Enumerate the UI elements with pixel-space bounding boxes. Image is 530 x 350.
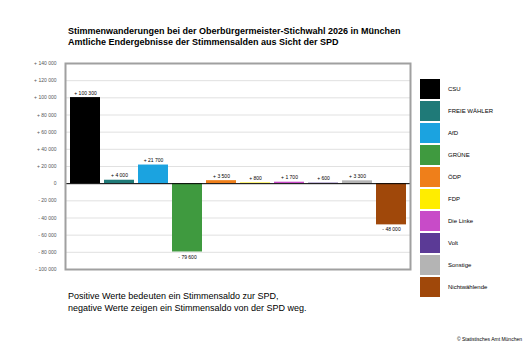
svg-text:- 100 000: - 100 000 <box>35 266 56 272</box>
html-text:Volt: Volt <box>448 240 458 246</box>
html-text:GRÜNE: GRÜNE <box>448 152 470 158</box>
svg-text:+ 140 000: + 140 000 <box>34 60 57 66</box>
svg-text:+ 100 300: + 100 300 <box>74 90 97 96</box>
svg-text:- 60 000: - 60 000 <box>38 232 57 238</box>
svg-text:0: 0 <box>54 180 57 186</box>
svg-text:+ 80 000: + 80 000 <box>37 112 57 118</box>
svg-text:+ 100 000: + 100 000 <box>34 94 57 100</box>
html-text:FDP: FDP <box>448 196 460 202</box>
svg-text:- 20 000: - 20 000 <box>38 197 57 203</box>
html-text:Positive Werte bedeuten ein St: Positive Werte bedeuten ein Stimmensaldo… <box>68 291 279 301</box>
svg-text:- 40 000: - 40 000 <box>38 215 57 221</box>
html-text:Amtliche Endergebnisse der Sti: Amtliche Endergebnisse der Stimmensalden… <box>68 37 339 47</box>
html-text:AfD: AfD <box>448 130 458 136</box>
html-text:Die Linke: Die Linke <box>448 218 473 224</box>
html-text:© Statistisches Amt München: © Statistisches Amt München <box>456 336 522 342</box>
svg-text:+ 60 000: + 60 000 <box>37 129 57 135</box>
svg-text:- 48 000: - 48 000 <box>382 226 401 232</box>
html-text:Sonstige: Sonstige <box>448 262 472 268</box>
svg-text:+ 20 000: + 20 000 <box>37 163 57 169</box>
html-text:FREIE WÄHLER: FREIE WÄHLER <box>448 108 493 114</box>
svg-text:- 79 600: - 79 600 <box>178 254 197 260</box>
svg-text:+ 3 500: + 3 500 <box>213 173 230 179</box>
svg-text:+ 3 300: + 3 300 <box>349 173 366 179</box>
svg-text:+ 800: + 800 <box>249 175 262 181</box>
svg-text:- 80 000: - 80 000 <box>38 249 57 255</box>
svg-text:+ 120 000: + 120 000 <box>34 77 57 83</box>
html-text:Stimmenwanderungen bei der Obe: Stimmenwanderungen bei der Oberbürgermei… <box>68 26 401 36</box>
html-text:CSU: CSU <box>448 86 461 92</box>
svg-text:+ 21 700: + 21 700 <box>144 157 164 163</box>
html-text:Nichtwählende: Nichtwählende <box>448 284 488 290</box>
svg-text:+ 4 000: + 4 000 <box>111 172 128 178</box>
svg-text:+ 40 000: + 40 000 <box>37 146 57 152</box>
html-text:ÖDP: ÖDP <box>448 174 461 180</box>
svg-text:+ 1 700: + 1 700 <box>281 174 298 180</box>
html-text:negative Werte zeigen ein Stim: negative Werte zeigen ein Stimmensaldo v… <box>68 303 307 313</box>
svg-text:+ 600: + 600 <box>317 175 330 181</box>
